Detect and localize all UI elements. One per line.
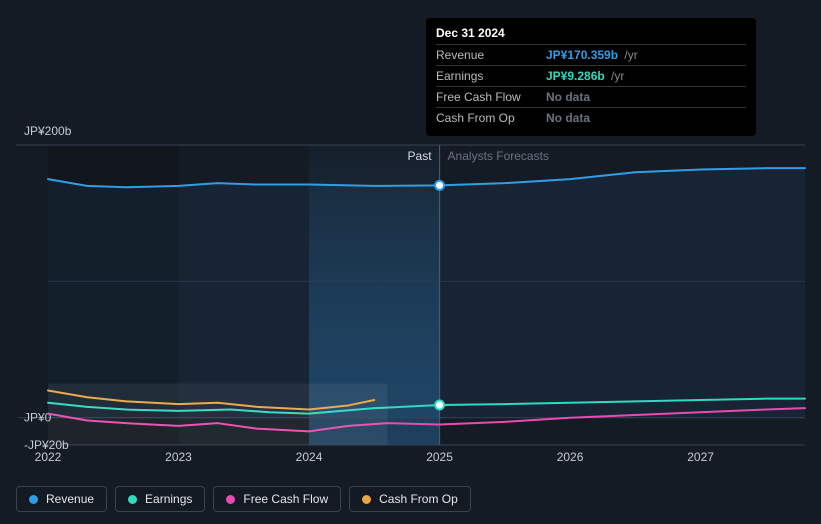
x-axis-label: 2023 [165, 450, 192, 464]
legend-item-earnings[interactable]: Earnings [115, 486, 205, 512]
tooltip-value: No data [546, 87, 746, 108]
y-axis-label: JP¥200b [24, 124, 72, 138]
forecast-label: Analysts Forecasts [448, 149, 549, 163]
legend-dot-icon [226, 495, 235, 504]
tooltip-row: Cash From OpNo data [436, 108, 746, 129]
financials-chart: JP¥200bJP¥0-JP¥20b2022202320242025202620… [0, 0, 821, 524]
tooltip-table: RevenueJP¥170.359b /yrEarningsJP¥9.286b … [436, 44, 746, 128]
tooltip-value: JP¥9.286b /yr [546, 66, 746, 87]
legend: Revenue Earnings Free Cash Flow Cash From O… [16, 486, 471, 512]
past-label: Past [408, 149, 433, 163]
legend-item-revenue[interactable]: Revenue [16, 486, 107, 512]
x-axis-label: 2027 [687, 450, 714, 464]
legend-label: Revenue [46, 492, 94, 506]
tooltip-row: EarningsJP¥9.286b /yr [436, 66, 746, 87]
legend-dot-icon [362, 495, 371, 504]
tooltip-value: JP¥170.359b /yr [546, 45, 746, 66]
earnings-marker [435, 401, 444, 410]
legend-item-cfo[interactable]: Cash From Op [349, 486, 471, 512]
legend-dot-icon [128, 495, 137, 504]
legend-label: Cash From Op [379, 492, 458, 506]
legend-dot-icon [29, 495, 38, 504]
tooltip-date: Dec 31 2024 [436, 26, 746, 40]
tooltip-row: RevenueJP¥170.359b /yr [436, 45, 746, 66]
x-axis-label: 2024 [296, 450, 323, 464]
legend-label: Earnings [145, 492, 192, 506]
hover-tooltip: Dec 31 2024 RevenueJP¥170.359b /yrEarnin… [426, 18, 756, 136]
legend-label: Free Cash Flow [243, 492, 328, 506]
tooltip-key: Free Cash Flow [436, 87, 546, 108]
tooltip-row: Free Cash FlowNo data [436, 87, 746, 108]
tooltip-value: No data [546, 108, 746, 129]
tooltip-key: Earnings [436, 66, 546, 87]
revenue-marker [435, 181, 444, 190]
x-axis-label: 2022 [35, 450, 62, 464]
x-axis-label: 2026 [557, 450, 584, 464]
x-axis-label: 2025 [426, 450, 453, 464]
tooltip-key: Revenue [436, 45, 546, 66]
tooltip-key: Cash From Op [436, 108, 546, 129]
legend-item-fcf[interactable]: Free Cash Flow [213, 486, 341, 512]
